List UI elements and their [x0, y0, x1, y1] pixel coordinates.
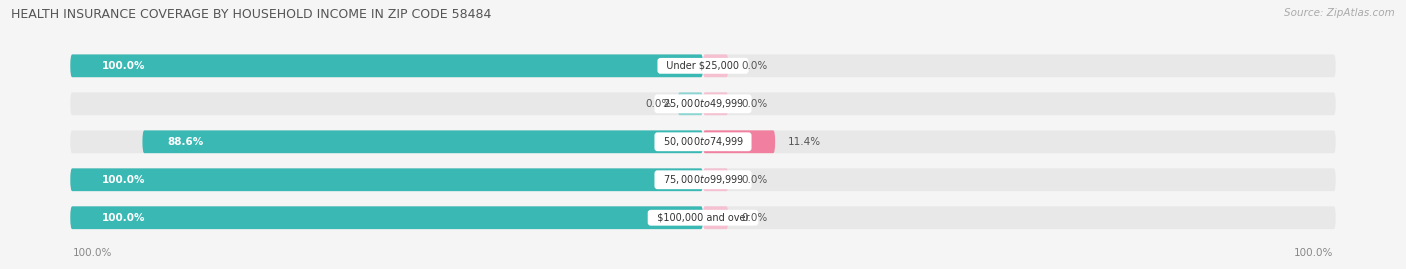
Text: 11.4%: 11.4% — [787, 137, 821, 147]
Text: 100.0%: 100.0% — [73, 248, 112, 258]
FancyBboxPatch shape — [70, 206, 703, 229]
Text: 100.0%: 100.0% — [101, 61, 145, 71]
Text: 0.0%: 0.0% — [645, 99, 672, 109]
FancyBboxPatch shape — [70, 54, 703, 77]
FancyBboxPatch shape — [142, 130, 703, 153]
FancyBboxPatch shape — [703, 206, 728, 229]
Text: 0.0%: 0.0% — [741, 213, 768, 223]
FancyBboxPatch shape — [678, 93, 703, 115]
FancyBboxPatch shape — [70, 54, 703, 77]
Text: $25,000 to $49,999: $25,000 to $49,999 — [658, 97, 748, 110]
Text: $100,000 and over: $100,000 and over — [651, 213, 755, 223]
FancyBboxPatch shape — [703, 130, 1336, 153]
Text: Under $25,000: Under $25,000 — [661, 61, 745, 71]
FancyBboxPatch shape — [70, 206, 703, 229]
Text: HEALTH INSURANCE COVERAGE BY HOUSEHOLD INCOME IN ZIP CODE 58484: HEALTH INSURANCE COVERAGE BY HOUSEHOLD I… — [11, 8, 492, 21]
FancyBboxPatch shape — [70, 168, 703, 191]
FancyBboxPatch shape — [703, 93, 1336, 115]
FancyBboxPatch shape — [703, 93, 728, 115]
Text: $75,000 to $99,999: $75,000 to $99,999 — [658, 173, 748, 186]
Text: $50,000 to $74,999: $50,000 to $74,999 — [658, 135, 748, 148]
FancyBboxPatch shape — [70, 130, 703, 153]
FancyBboxPatch shape — [703, 54, 1336, 77]
FancyBboxPatch shape — [703, 168, 728, 191]
Text: 100.0%: 100.0% — [101, 213, 145, 223]
FancyBboxPatch shape — [703, 54, 728, 77]
Text: 100.0%: 100.0% — [101, 175, 145, 185]
FancyBboxPatch shape — [70, 168, 703, 191]
Text: Source: ZipAtlas.com: Source: ZipAtlas.com — [1284, 8, 1395, 18]
FancyBboxPatch shape — [703, 206, 1336, 229]
Text: 0.0%: 0.0% — [741, 175, 768, 185]
Text: 100.0%: 100.0% — [1294, 248, 1333, 258]
FancyBboxPatch shape — [703, 168, 1336, 191]
FancyBboxPatch shape — [70, 93, 703, 115]
Text: 0.0%: 0.0% — [741, 99, 768, 109]
Text: 88.6%: 88.6% — [167, 137, 204, 147]
FancyBboxPatch shape — [703, 130, 775, 153]
Text: 0.0%: 0.0% — [741, 61, 768, 71]
